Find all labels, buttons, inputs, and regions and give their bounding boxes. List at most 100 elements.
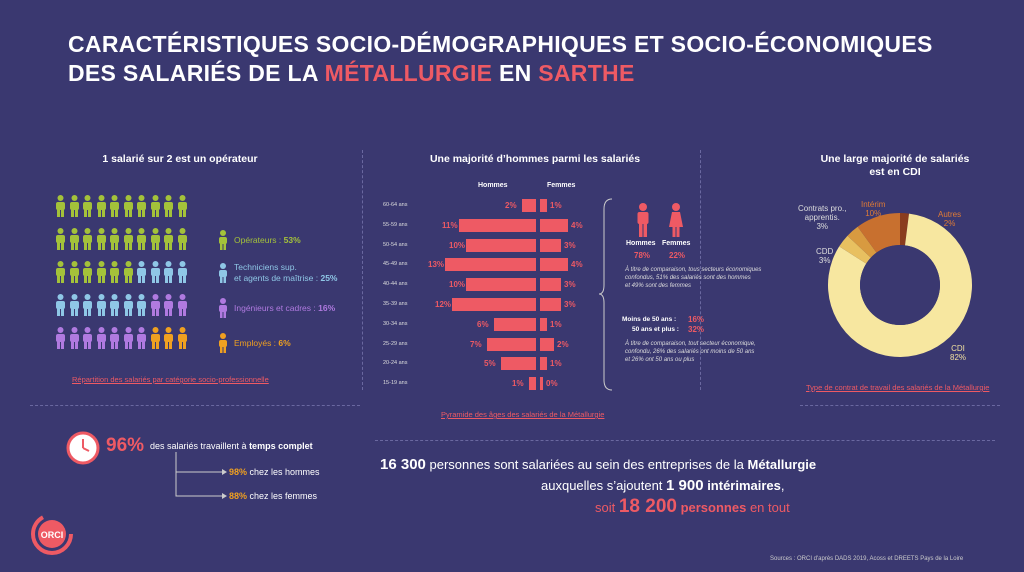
csp-title: 1 salarié sur 2 est un opérateur bbox=[102, 153, 258, 165]
summary-line-3: soit 18 200 personnes en tout bbox=[595, 496, 790, 517]
person-icon bbox=[56, 195, 65, 217]
person-icon bbox=[123, 195, 133, 217]
divider bbox=[362, 150, 363, 390]
brace-icon bbox=[598, 198, 613, 391]
bar-men bbox=[487, 337, 536, 351]
csp-link[interactable]: Répartition des salariés par catégorie s… bbox=[72, 375, 269, 384]
bar-women bbox=[540, 377, 543, 391]
person-icon bbox=[96, 327, 106, 349]
title-line-2: DES SALARIÉS DE LA MÉTALLURGIE EN SARTHE bbox=[68, 60, 635, 86]
legend-ingenieurs: Ingénieurs et cadres : 16% bbox=[218, 298, 335, 318]
person-icon bbox=[150, 261, 160, 283]
person-icon bbox=[96, 294, 106, 316]
note-age: À titre de comparaison, tout secteur éco… bbox=[625, 341, 756, 363]
donut-slice-intérim bbox=[857, 213, 900, 253]
pyramid-title: Une majorité d’hommes parmi les salariés bbox=[429, 153, 641, 165]
note-gender: À titre de comparaison, tous secteurs éc… bbox=[625, 267, 762, 289]
age-label: 40-44 ans bbox=[383, 281, 408, 288]
fulltime-text: des salariés travaillent à temps complet bbox=[150, 441, 313, 451]
label-women: 1% bbox=[550, 201, 562, 210]
person-icon bbox=[110, 294, 119, 316]
person-icon bbox=[56, 294, 65, 316]
donut-slice-contrats-pro-apprentis- bbox=[847, 226, 877, 258]
label-cdd: CDD 3% bbox=[816, 247, 834, 265]
people-row bbox=[55, 261, 188, 283]
bar-men bbox=[522, 199, 536, 212]
bar-men bbox=[466, 278, 536, 292]
person-icon bbox=[137, 327, 146, 349]
person-icon bbox=[123, 261, 133, 283]
legend-employes: Employés : 6% bbox=[218, 333, 291, 353]
person-icon bbox=[83, 195, 92, 217]
title-line-1: CARACTÉRISTIQUES SOCIO-DÉMOGRAPHIQUES ET… bbox=[68, 31, 933, 57]
contract-donut bbox=[828, 213, 972, 357]
person-icon bbox=[219, 333, 227, 353]
label-cdi: CDI 82% bbox=[950, 344, 967, 362]
age-label: 35-39 ans bbox=[383, 301, 408, 307]
label-women: 4% bbox=[571, 260, 583, 270]
bar-men bbox=[494, 317, 536, 331]
label-men: 5% bbox=[484, 359, 496, 369]
legend-techniciens: Techniciens sup. et agents de maîtrise : … bbox=[218, 262, 337, 284]
person-icon bbox=[56, 327, 65, 349]
person-icon bbox=[177, 294, 187, 316]
person-icon bbox=[164, 195, 173, 217]
contract-link[interactable]: Type de contrat de travail des salariés … bbox=[806, 383, 990, 392]
legend-operateurs: Opérateurs : 53% bbox=[218, 230, 301, 250]
divider bbox=[700, 150, 701, 390]
person-icon bbox=[123, 327, 133, 349]
person-icon bbox=[123, 294, 133, 316]
donut-slice-autres bbox=[900, 213, 910, 246]
label-men: 1% bbox=[512, 379, 524, 389]
under50-value: 16% bbox=[688, 315, 705, 324]
label-interim: Intérim 10% bbox=[861, 200, 886, 218]
person-icon bbox=[83, 261, 92, 283]
label-women: 1% bbox=[550, 319, 562, 329]
under50-label: Moins de 50 ans : bbox=[622, 316, 677, 323]
clock-icon bbox=[66, 431, 100, 465]
age-label: 55-59 ans bbox=[383, 221, 408, 228]
bar-men bbox=[459, 218, 536, 232]
label-men: 11% bbox=[442, 220, 458, 230]
svg-text:ORCI: ORCI bbox=[41, 530, 64, 540]
bar-men bbox=[501, 357, 536, 371]
bar-women bbox=[540, 337, 554, 351]
label-men: 10% bbox=[449, 280, 466, 290]
person-icon bbox=[177, 327, 187, 349]
summary-line-1: 16 300 personnes sont salariées au sein … bbox=[380, 456, 817, 473]
person-icon bbox=[110, 195, 119, 217]
label-women: 0% bbox=[546, 379, 558, 389]
donut-slice-cdd bbox=[839, 235, 871, 264]
divider bbox=[800, 405, 1000, 406]
person-icon bbox=[110, 228, 119, 250]
person-icon bbox=[137, 195, 146, 217]
person-icon bbox=[219, 230, 227, 250]
person-icon bbox=[164, 327, 173, 349]
age-label: 45-49 ans bbox=[383, 261, 408, 268]
bar-women bbox=[540, 238, 561, 252]
over50-label: 50 ans et plus : bbox=[632, 326, 679, 333]
label-men: 6% bbox=[477, 319, 489, 329]
label-women: 3% bbox=[564, 280, 576, 290]
person-icon bbox=[110, 261, 119, 283]
label-women: 4% bbox=[571, 220, 583, 230]
label-women: 3% bbox=[564, 300, 576, 309]
person-icon bbox=[150, 195, 160, 217]
pyramid-link[interactable]: Pyramide des âges des salariés de la Mét… bbox=[441, 410, 605, 419]
person-icon bbox=[69, 228, 79, 250]
age-label: 25-29 ans bbox=[383, 340, 408, 347]
sources: Sources : ORCI d'après DADS 2019, Acoss … bbox=[770, 556, 964, 562]
age-label: 20-24 ans bbox=[383, 360, 408, 367]
person-icon bbox=[137, 261, 146, 283]
person-icon bbox=[164, 294, 173, 316]
people-row bbox=[55, 228, 188, 250]
label-women: 1% bbox=[550, 359, 562, 369]
people-row bbox=[55, 195, 188, 217]
donut-hole bbox=[860, 245, 940, 325]
branch-lines bbox=[175, 452, 227, 499]
label-autres: Autres 2% bbox=[938, 210, 962, 228]
bar-men bbox=[466, 238, 536, 252]
people-row bbox=[55, 294, 188, 316]
person-icon bbox=[219, 263, 227, 283]
person-icon bbox=[164, 261, 173, 283]
